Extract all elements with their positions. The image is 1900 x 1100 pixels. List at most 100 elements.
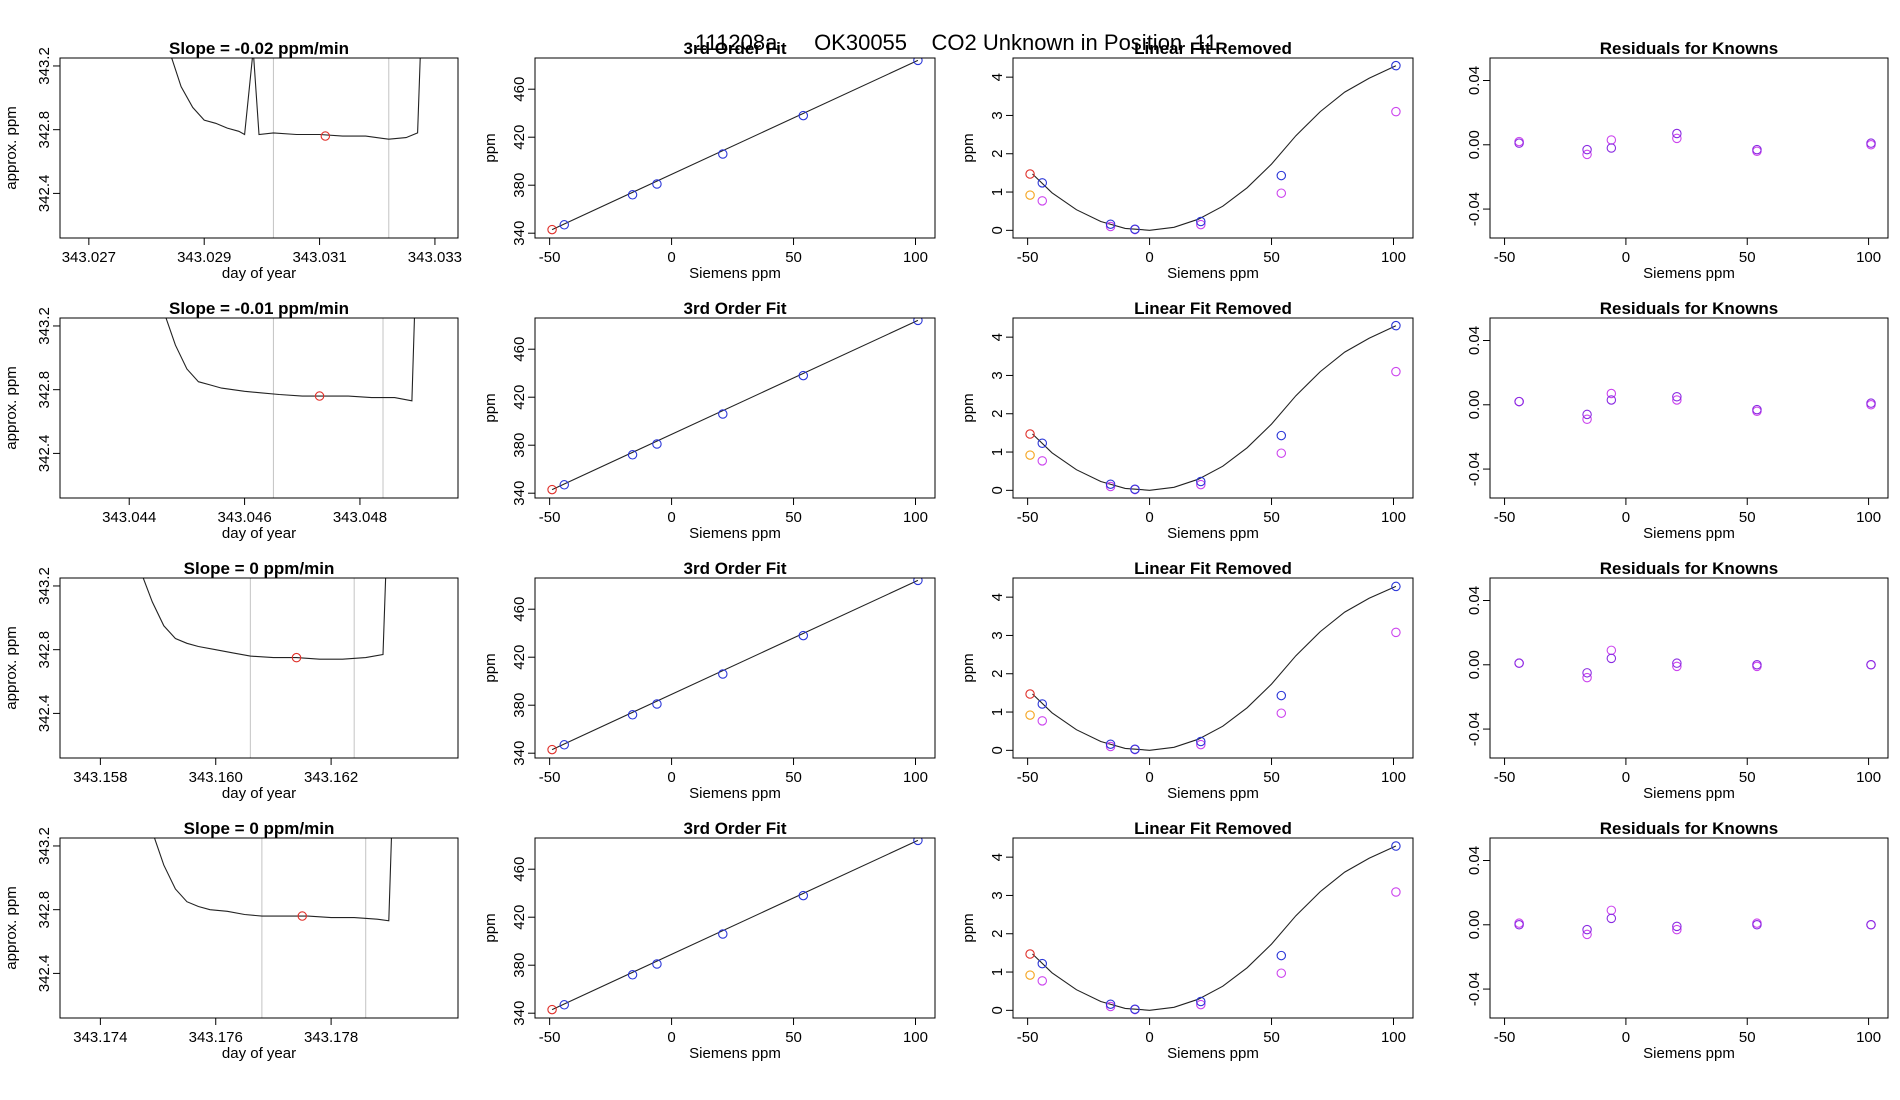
y-axis-label: approx. ppm [3,886,20,969]
residual-point [1866,660,1876,670]
y-tick-label: 342.4 [36,955,53,993]
residual-point [1582,409,1592,420]
y-tick-label: 420 [511,645,528,670]
plot-area [1514,905,1876,940]
plot-title: Residuals for Knowns [1600,819,1779,838]
x-tick-label: 0 [667,509,675,526]
y-tick-label: 340 [511,221,528,246]
data-point [1037,699,1048,709]
residual-point [1866,398,1876,408]
y-axis-label: approx. ppm [3,106,20,189]
residual-point [1752,144,1762,155]
x-tick-label: 343.029 [177,249,231,266]
data-point [913,578,923,586]
plot-title: 3rd Order Fit [684,39,787,58]
x-tick-label: 0 [1622,509,1630,526]
plot-frame [1489,57,1889,239]
x-tick-label: 343.160 [189,769,243,786]
unknown-point [1025,949,1035,959]
residual-point [1606,395,1617,405]
plot-area [547,578,923,755]
unknown-point-alt [1025,970,1035,980]
x-axis-label: Siemens ppm [1643,1045,1735,1062]
residual-point-alt [1672,133,1682,144]
panel-linear-4: Linear Fit Removed -50 0 50 100 Siemens ppm 0 1… [960,819,1414,1062]
residual-point [1752,660,1762,670]
data-point [913,58,923,66]
residual-point [1606,913,1617,924]
data-point [1276,430,1287,441]
x-tick-label: 0 [667,769,675,786]
trace-line [171,58,421,140]
y-tick-label: 4 [989,853,1006,861]
plot-area [1514,645,1876,683]
y-tick-label: 4 [989,333,1006,341]
data-point [652,959,662,969]
x-tick-label: 0 [1145,1029,1153,1046]
data-point [718,149,728,159]
run-description: CO2 Unknown in Position 11 [931,30,1218,55]
data-point [798,630,809,641]
residual-point [1752,404,1762,415]
residual-point [1866,920,1876,930]
residual-point [1672,391,1682,402]
data-point-alt [1196,219,1206,230]
x-axis-label: day of year [222,265,296,282]
y-tick-label: 3 [989,631,1006,639]
data-point [627,710,638,720]
y-tick-label: 380 [511,173,528,198]
data-point [559,480,570,490]
x-tick-label: 50 [1739,509,1756,526]
x-tick-label: 100 [1856,509,1881,526]
plot-area [171,58,421,238]
y-tick-label: 0 [989,486,1006,494]
plot-area [142,578,387,758]
x-axis-label: Siemens ppm [689,1045,781,1062]
data-point [913,838,923,846]
plot-title: Slope = -0.01 ppm/min [169,299,349,318]
y-axis-label: ppm [482,653,499,682]
panel-linear-3: Linear Fit Removed -50 0 50 100 Siemens ppm 0 1… [960,559,1414,802]
x-axis-label: Siemens ppm [1643,525,1735,542]
fit-curve [1032,325,1397,491]
y-tick-label: 0.00 [1466,390,1483,419]
x-tick-label: 343.174 [73,1029,127,1046]
y-tick-label: 0 [989,226,1006,234]
data-point [1196,476,1206,487]
data-point [1037,958,1048,969]
x-axis-label: Siemens ppm [1643,265,1735,282]
x-tick-label: 343.044 [102,509,156,526]
x-tick-label: 0 [1145,509,1153,526]
unknown-point [1025,169,1035,179]
data-point [559,220,570,230]
x-tick-label: 0 [667,249,675,266]
x-tick-label: 100 [1856,249,1881,266]
x-axis-label: Siemens ppm [1167,1045,1259,1062]
x-tick-label: 50 [1263,1029,1280,1046]
x-axis-label: Siemens ppm [1643,785,1735,802]
x-tick-label: 100 [903,249,928,266]
x-tick-label: -50 [1494,509,1516,526]
plot-area [547,58,923,235]
plot-frame [1489,837,1889,1019]
y-tick-label: 420 [511,125,528,150]
data-point [1105,739,1116,749]
plot-frame [59,837,459,1019]
residual-point-alt [1582,149,1592,160]
y-axis-label: ppm [960,653,977,682]
y-tick-label: 0.04 [1466,586,1483,615]
plot-title: Linear Fit Removed [1134,559,1292,578]
y-axis-label: approx. ppm [3,366,20,449]
plot-area [1025,581,1401,755]
x-tick-label: 100 [903,509,928,526]
data-point-alt [1276,448,1287,458]
y-tick-label: 340 [511,481,528,506]
x-tick-label: 100 [1381,769,1406,786]
x-tick-label: 0 [1622,1029,1630,1046]
plot-area [1025,320,1401,495]
fit-curve [1032,845,1397,1011]
data-point-alt [1196,479,1206,490]
y-tick-label: 0.00 [1466,650,1483,679]
data-point [718,669,728,679]
residual-point [1752,920,1762,930]
